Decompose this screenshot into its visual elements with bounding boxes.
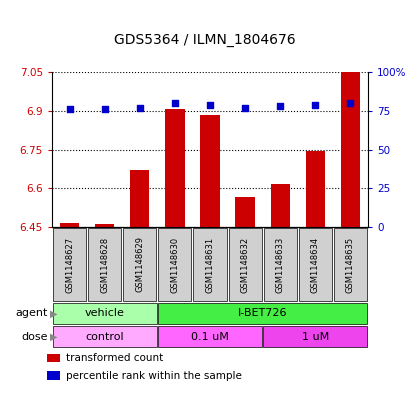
Bar — [193, 228, 226, 301]
Point — [311, 101, 318, 108]
Text: GSM1148630: GSM1148630 — [170, 237, 179, 292]
Text: GSM1148634: GSM1148634 — [310, 237, 319, 292]
Bar — [60, 223, 79, 227]
Bar — [270, 184, 289, 227]
Bar — [88, 228, 121, 301]
Bar — [53, 326, 156, 347]
Text: GDS5364 / ILMN_1804676: GDS5364 / ILMN_1804676 — [114, 33, 295, 47]
Text: GSM1148629: GSM1148629 — [135, 237, 144, 292]
Text: ▶: ▶ — [50, 309, 57, 318]
Bar — [340, 72, 359, 227]
Text: transformed count: transformed count — [66, 353, 163, 364]
Bar — [305, 151, 324, 227]
Point — [241, 105, 248, 111]
Point — [346, 100, 353, 106]
Point — [136, 105, 143, 111]
Text: control: control — [85, 332, 124, 342]
Text: ▶: ▶ — [50, 332, 57, 342]
Text: 0.1 uM: 0.1 uM — [191, 332, 228, 342]
Bar — [165, 110, 184, 227]
Bar — [53, 303, 156, 324]
Bar — [123, 228, 156, 301]
Text: GSM1148631: GSM1148631 — [205, 237, 214, 292]
Bar — [228, 228, 261, 301]
Bar — [130, 170, 149, 227]
Text: 1 uM: 1 uM — [301, 332, 328, 342]
Bar — [200, 115, 219, 227]
Bar — [53, 228, 86, 301]
Text: GSM1148633: GSM1148633 — [275, 236, 284, 293]
Bar — [47, 354, 60, 362]
Text: dose: dose — [21, 332, 48, 342]
Text: I-BET726: I-BET726 — [237, 309, 287, 318]
Text: vehicle: vehicle — [85, 309, 124, 318]
Bar — [157, 326, 261, 347]
Point — [101, 106, 108, 112]
Bar — [263, 326, 366, 347]
Text: GSM1148632: GSM1148632 — [240, 237, 249, 292]
Bar — [263, 228, 296, 301]
Bar — [333, 228, 366, 301]
Bar — [158, 228, 191, 301]
Text: GSM1148628: GSM1148628 — [100, 237, 109, 292]
Point — [206, 101, 213, 108]
Bar — [157, 303, 366, 324]
Bar — [95, 224, 114, 227]
Bar — [47, 371, 60, 380]
Bar — [298, 228, 331, 301]
Point — [171, 100, 178, 106]
Bar — [235, 197, 254, 227]
Text: percentile rank within the sample: percentile rank within the sample — [66, 371, 242, 381]
Text: GSM1148635: GSM1148635 — [345, 237, 354, 292]
Point — [276, 103, 283, 109]
Text: agent: agent — [16, 309, 48, 318]
Text: GSM1148627: GSM1148627 — [65, 237, 74, 292]
Point — [66, 106, 73, 112]
